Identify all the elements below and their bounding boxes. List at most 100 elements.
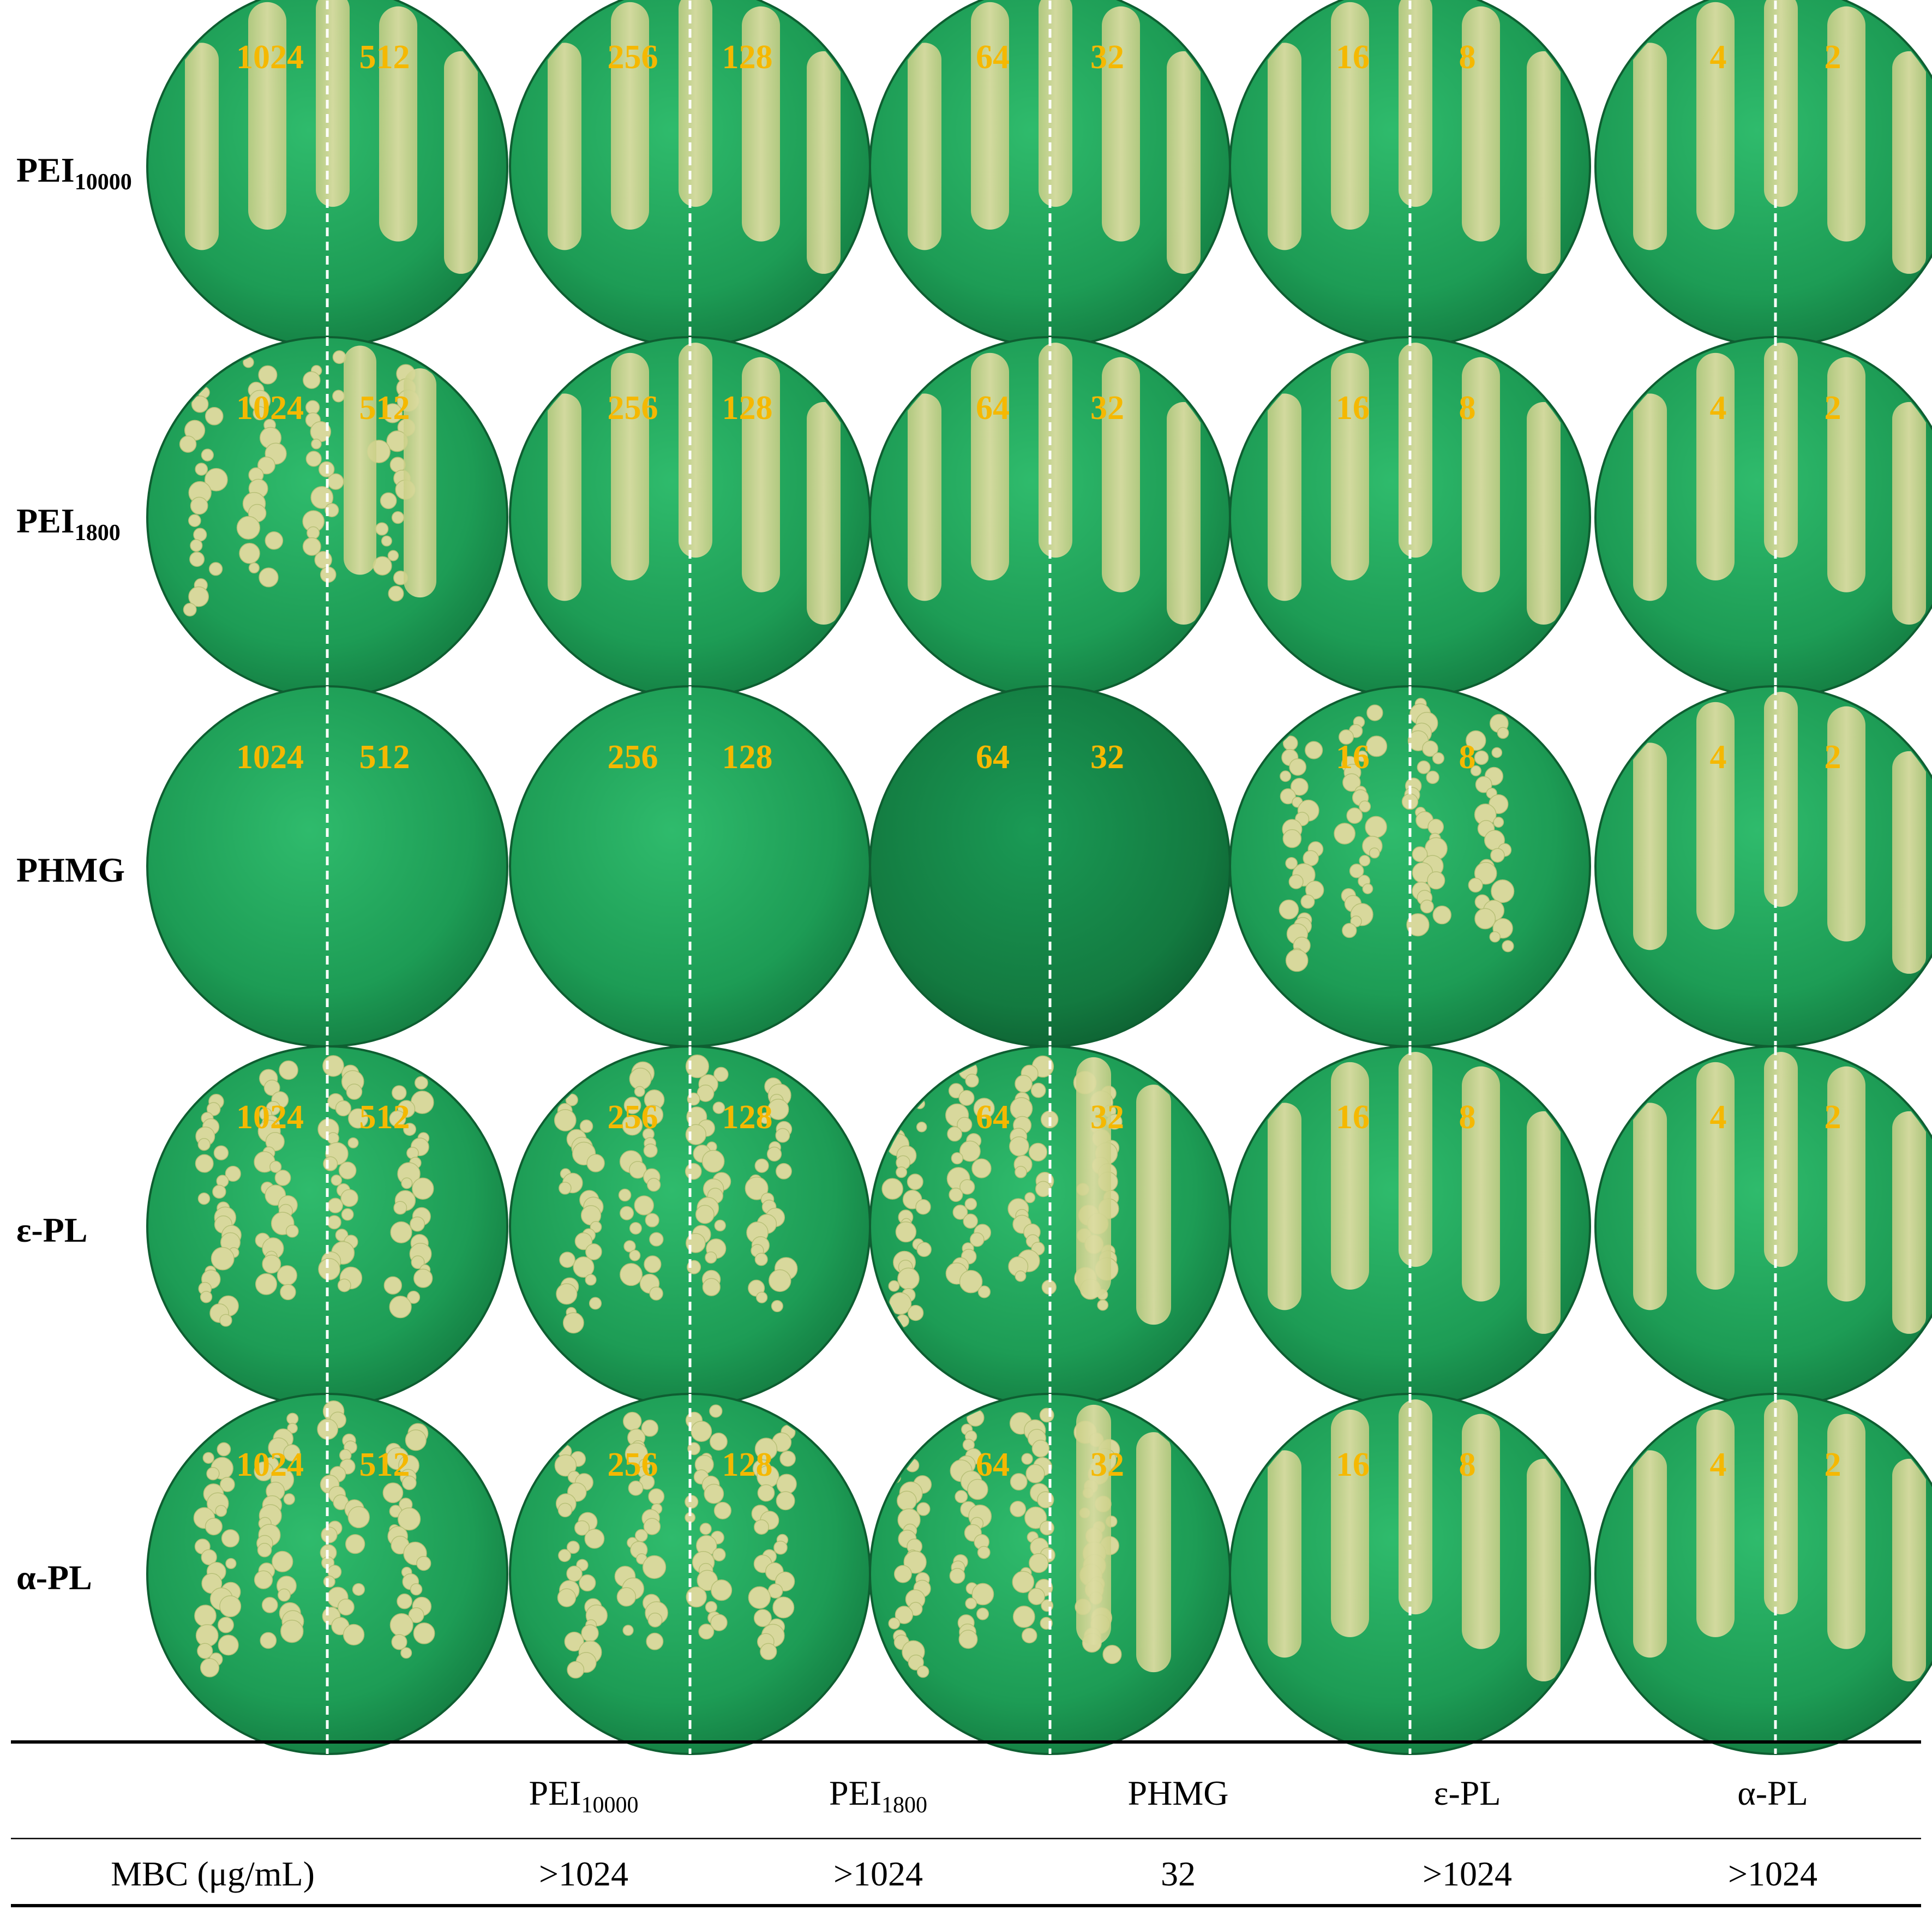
growth-streak bbox=[1268, 393, 1301, 601]
bacterial-colony bbox=[695, 1205, 715, 1224]
bacterial-colony bbox=[314, 550, 332, 569]
concentration-label: 2 bbox=[1825, 739, 1841, 776]
bacterial-colony bbox=[195, 1624, 219, 1647]
bacterial-colony bbox=[380, 492, 397, 510]
bacterial-colony bbox=[648, 1488, 665, 1505]
bacterial-colony bbox=[197, 1643, 213, 1659]
growth-streak bbox=[1331, 2, 1369, 230]
bacterial-colony bbox=[888, 1115, 899, 1127]
growth-streak bbox=[379, 6, 417, 242]
agar-plate: 16 8 bbox=[1229, 1045, 1591, 1408]
growth-streak bbox=[1462, 1066, 1500, 1302]
bacterial-colony bbox=[254, 1461, 274, 1482]
bacterial-colony bbox=[286, 1412, 299, 1425]
concentration-label: 2 bbox=[1825, 1446, 1841, 1483]
bacterial-colony bbox=[916, 1121, 927, 1133]
agar-plate: 64 32 bbox=[869, 1393, 1231, 1755]
bacterial-colony bbox=[219, 1314, 232, 1327]
bacterial-colony bbox=[584, 1529, 605, 1549]
concentration-label: 4 bbox=[1710, 1099, 1727, 1136]
bacterial-colony bbox=[340, 1189, 358, 1207]
growth-streak bbox=[1102, 357, 1140, 592]
bacterial-colony bbox=[888, 1280, 900, 1292]
growth-streak bbox=[1892, 51, 1926, 274]
bacterial-colony bbox=[557, 1588, 577, 1607]
bacterial-colony bbox=[413, 1268, 433, 1288]
bacterial-colony bbox=[1024, 1192, 1036, 1204]
table-cell: >1024 bbox=[539, 1854, 628, 1893]
table-cell: 32 bbox=[1161, 1854, 1196, 1893]
bacterial-colony bbox=[280, 1619, 304, 1643]
bacterial-colony bbox=[1369, 847, 1380, 859]
bacterial-colony bbox=[219, 1595, 242, 1618]
bacterial-colony bbox=[1468, 877, 1483, 893]
bacterial-colony bbox=[754, 1253, 768, 1266]
bacterial-colony bbox=[590, 1221, 602, 1233]
growth-streak bbox=[1399, 1052, 1432, 1267]
bacterial-colony bbox=[556, 1283, 578, 1305]
bacterial-colony bbox=[1028, 1588, 1045, 1606]
bacterial-colony bbox=[307, 526, 320, 540]
growth-streak bbox=[1076, 1057, 1111, 1297]
bacterial-colony bbox=[574, 1520, 590, 1536]
bacterial-colony bbox=[1362, 883, 1373, 894]
growth-streak bbox=[1696, 2, 1735, 230]
concentration-label: 32 bbox=[1090, 390, 1124, 427]
bacterial-colony bbox=[958, 1630, 978, 1649]
bacterial-colony bbox=[188, 586, 209, 607]
concentration-label: 256 bbox=[608, 1446, 658, 1483]
bacterial-colony bbox=[573, 1256, 595, 1278]
bacterial-colony bbox=[712, 1548, 726, 1561]
bacterial-colony bbox=[1031, 1439, 1050, 1458]
bacterial-colony bbox=[888, 1451, 905, 1469]
bacterial-colony bbox=[760, 1643, 777, 1660]
bacterial-colony bbox=[554, 1454, 577, 1477]
bacterial-colony bbox=[332, 390, 345, 403]
bacterial-colony bbox=[566, 1541, 580, 1554]
growth-streak bbox=[316, 0, 350, 207]
table-row-label: MBC (μg/mL) bbox=[111, 1854, 315, 1893]
bacterial-colony bbox=[888, 1617, 901, 1630]
bacterial-colony bbox=[959, 1179, 975, 1195]
growth-streak bbox=[742, 6, 780, 242]
bacterial-colony bbox=[776, 1491, 795, 1511]
bacterial-colony bbox=[634, 1195, 654, 1216]
bacterial-colony bbox=[204, 468, 228, 492]
bacterial-colony bbox=[382, 403, 403, 423]
bacterial-colony bbox=[382, 1482, 404, 1504]
table-cell: >1024 bbox=[1728, 1854, 1817, 1893]
bacterial-colony bbox=[977, 1285, 991, 1298]
concentration-label: 64 bbox=[976, 390, 1010, 427]
table-header: α-PL bbox=[1737, 1774, 1808, 1812]
bacterial-colony bbox=[258, 365, 278, 385]
bacterial-colony bbox=[1305, 741, 1323, 759]
bacterial-colony bbox=[698, 1624, 715, 1640]
table-header: PEI1800 bbox=[829, 1774, 927, 1818]
bacterial-colony bbox=[1334, 823, 1356, 845]
bacterial-colony bbox=[200, 1291, 213, 1303]
bacterial-colony bbox=[205, 1518, 223, 1536]
concentration-label: 256 bbox=[608, 1099, 658, 1136]
bacterial-colony bbox=[1366, 704, 1383, 721]
bacterial-colony bbox=[1012, 1606, 1035, 1628]
growth-streak bbox=[908, 43, 941, 250]
bacterial-colony bbox=[219, 1477, 235, 1492]
bacterial-colony bbox=[1497, 727, 1509, 739]
concentration-label: 64 bbox=[976, 739, 1010, 776]
bacterial-colony bbox=[771, 1300, 783, 1313]
row-label: PEI10000 bbox=[16, 151, 132, 195]
bacterial-colony bbox=[629, 1249, 641, 1261]
concentration-label: 512 bbox=[359, 1446, 410, 1483]
bacterial-colony bbox=[337, 1278, 351, 1292]
bacterial-colony bbox=[1420, 900, 1434, 914]
growth-streak bbox=[611, 352, 649, 580]
concentration-label: 64 bbox=[976, 1099, 1010, 1136]
growth-streak bbox=[444, 51, 478, 274]
bacterial-colony bbox=[1359, 855, 1371, 867]
bacterial-colony bbox=[916, 1665, 929, 1678]
bacterial-colony bbox=[303, 371, 321, 389]
bacterial-colony bbox=[646, 1177, 661, 1192]
concentration-label: 4 bbox=[1710, 390, 1727, 427]
